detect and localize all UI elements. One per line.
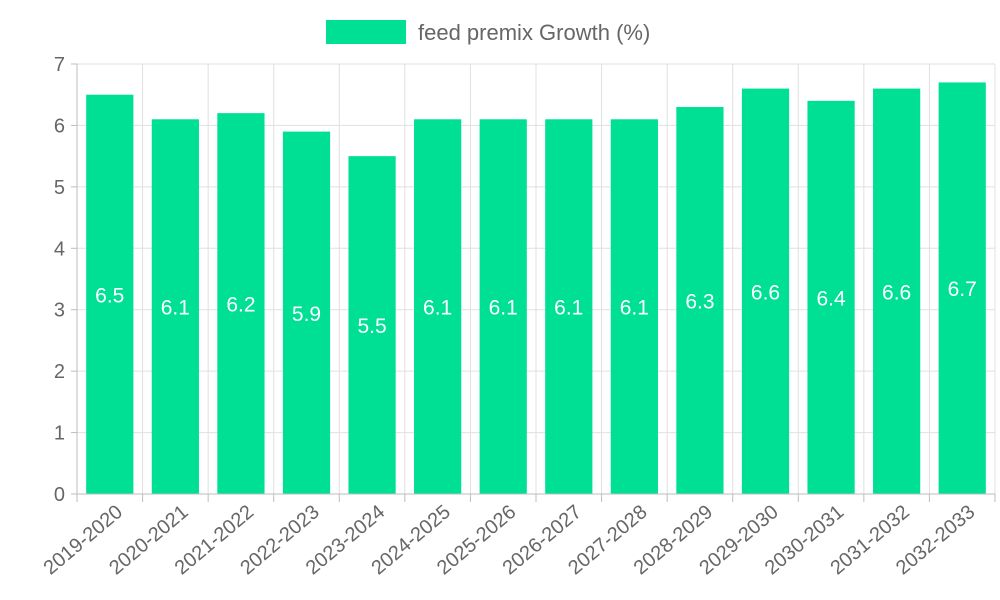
y-tick-label: 1 bbox=[54, 423, 65, 445]
data-label: 6.5 bbox=[95, 284, 124, 307]
data-label: 6.1 bbox=[161, 297, 190, 320]
bars bbox=[86, 82, 986, 495]
data-label: 6.1 bbox=[423, 297, 452, 320]
bar-2022-2023[interactable] bbox=[282, 131, 331, 495]
bar-2027-2028[interactable] bbox=[610, 119, 658, 495]
grid-lines bbox=[76, 63, 996, 495]
data-labels: 6.5 6.1 6.2 5.9 5.5 6.1 6.1 6.1 6.1 6.3 6.6 6.4 6.6 6… bbox=[95, 278, 977, 338]
bar-2031-2032[interactable] bbox=[873, 88, 921, 495]
data-label: 6.6 bbox=[751, 281, 780, 304]
legend-label[interactable]: feed premix Growth (%) bbox=[418, 20, 650, 45]
bar-2021-2022[interactable] bbox=[217, 113, 265, 495]
data-label: 6.4 bbox=[816, 287, 846, 310]
legend[interactable]: feed premix Growth (%) bbox=[326, 20, 650, 45]
bar-2032-2033[interactable] bbox=[938, 82, 986, 494]
bar-2019-2020[interactable] bbox=[86, 94, 134, 494]
y-tick-label: 3 bbox=[54, 300, 65, 322]
bar-2030-2031[interactable] bbox=[807, 100, 855, 494]
y-tick-label: 6 bbox=[54, 115, 65, 137]
data-label: 6.1 bbox=[489, 297, 518, 320]
bar-2025-2026[interactable] bbox=[479, 119, 527, 495]
data-label: 6.1 bbox=[620, 297, 649, 320]
data-label: 6.6 bbox=[882, 281, 911, 304]
bar-2029-2030[interactable] bbox=[741, 88, 790, 495]
data-label: 6.2 bbox=[226, 294, 255, 317]
y-tick-label: 5 bbox=[54, 177, 65, 199]
y-tick-label: 2 bbox=[54, 361, 65, 383]
data-label: 6.7 bbox=[948, 278, 977, 301]
bar-2028-2029[interactable] bbox=[676, 107, 724, 494]
data-label: 5.9 bbox=[292, 303, 321, 326]
y-tick-label: 7 bbox=[54, 54, 65, 76]
legend-swatch[interactable] bbox=[326, 20, 406, 44]
bar-2024-2025[interactable] bbox=[414, 119, 462, 495]
bar-2023-2024[interactable] bbox=[348, 156, 396, 494]
y-tick-label: 4 bbox=[54, 238, 65, 260]
bar-2020-2021[interactable] bbox=[151, 119, 199, 495]
y-tick-label: 0 bbox=[54, 484, 65, 506]
data-label: 6.3 bbox=[685, 291, 714, 314]
data-label: 6.1 bbox=[554, 297, 583, 320]
bar-2026-2027[interactable] bbox=[545, 119, 593, 495]
data-label: 5.5 bbox=[357, 315, 386, 338]
